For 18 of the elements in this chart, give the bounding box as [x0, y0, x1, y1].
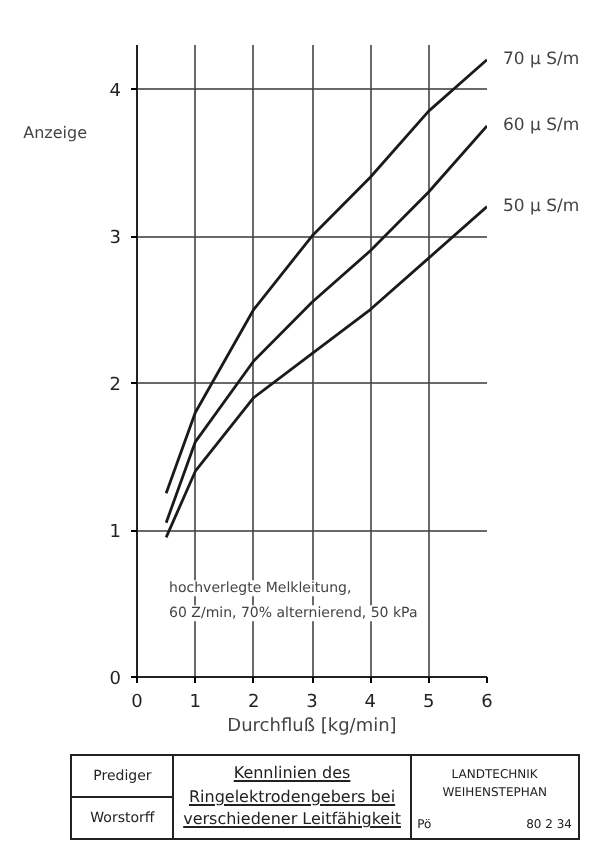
text: Kennlinien des Ringelektrodengebers bei verschiedener Leitfähigkeit — [173, 755, 411, 839]
series-label: 50 µ S/m — [503, 196, 580, 217]
y-tick-label: 2 — [109, 376, 122, 397]
x-tick-label: 6 — [481, 693, 494, 713]
x-tick-label: 2 — [247, 693, 260, 713]
x-tick-label: 1 — [189, 693, 202, 713]
y-tick-label: 0 — [109, 670, 122, 690]
x-tick-label: 3 — [306, 693, 318, 713]
series-label: 60 µ S/m — [503, 115, 580, 136]
x-axis-title: Durchfluß [kg/min] — [227, 717, 397, 737]
series-label: 70 µ S/m — [503, 49, 580, 70]
x-tick-label: 0 — [131, 693, 144, 713]
y-tick-label: 3 — [109, 229, 122, 250]
y-axis-title: Anzeige — [23, 124, 88, 143]
x-tick-label: 4 — [364, 693, 377, 713]
y-tick-label: 1 — [109, 523, 122, 544]
y-tick-label: 4 — [109, 82, 122, 103]
x-tick-label: 5 — [422, 693, 435, 713]
